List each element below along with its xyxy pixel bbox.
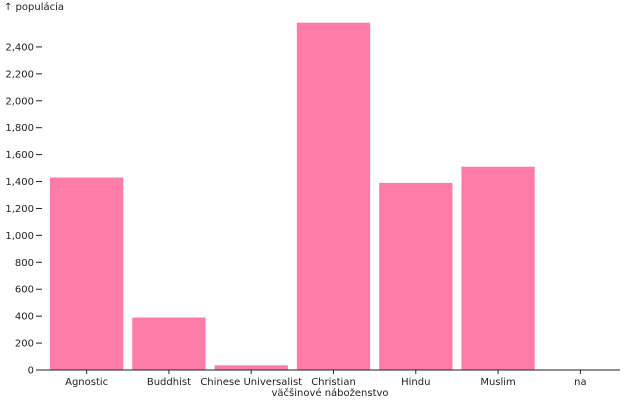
y-tick-label: 1,200: [5, 204, 34, 215]
bar-muslim: [461, 166, 535, 370]
y-tick-label: 600: [15, 285, 34, 296]
x-tick-label: Agnostic: [65, 377, 108, 388]
y-tick-label: 1,000: [5, 231, 34, 242]
y-tick-label: 200: [15, 339, 34, 350]
y-axis-title: ↑ populácia: [4, 1, 64, 13]
x-tick-label: Chinese Universalist: [200, 377, 302, 388]
x-tick-label: Christian: [311, 377, 356, 388]
y-tick-label: 0: [28, 366, 34, 377]
x-tick-label: Hindu: [401, 377, 430, 388]
x-tick-label: Muslim: [480, 377, 515, 388]
bars: [50, 22, 535, 370]
bar-agnostic: [50, 177, 124, 370]
x-axis-title: väčšinové náboženstvo: [271, 387, 388, 399]
y-tick-label: 400: [15, 312, 34, 323]
x-axis: väčšinové náboženstvo Agnostic Buddhist Ch…: [42, 369, 620, 399]
y-tick-label: 2,000: [5, 96, 34, 107]
y-tick-label: 1,800: [5, 123, 34, 134]
y-tick-label: 1,600: [5, 150, 34, 161]
y-tick-label: 2,200: [5, 69, 34, 80]
y-axis: ↑ populácia 0 200 400 600 800 1,000 1,200 1,400…: [4, 1, 64, 377]
bar-hindu: [379, 182, 453, 370]
bar-chinese-universalist: [214, 365, 288, 370]
y-tick-label: 800: [15, 258, 34, 269]
bar-buddhist: [132, 317, 206, 370]
x-tick-label: na: [574, 377, 586, 388]
y-tick-label: 1,400: [5, 177, 34, 188]
x-tick-label: Buddhist: [147, 377, 191, 388]
y-tick-label: 2,400: [5, 42, 34, 53]
bar-christian: [296, 22, 371, 370]
